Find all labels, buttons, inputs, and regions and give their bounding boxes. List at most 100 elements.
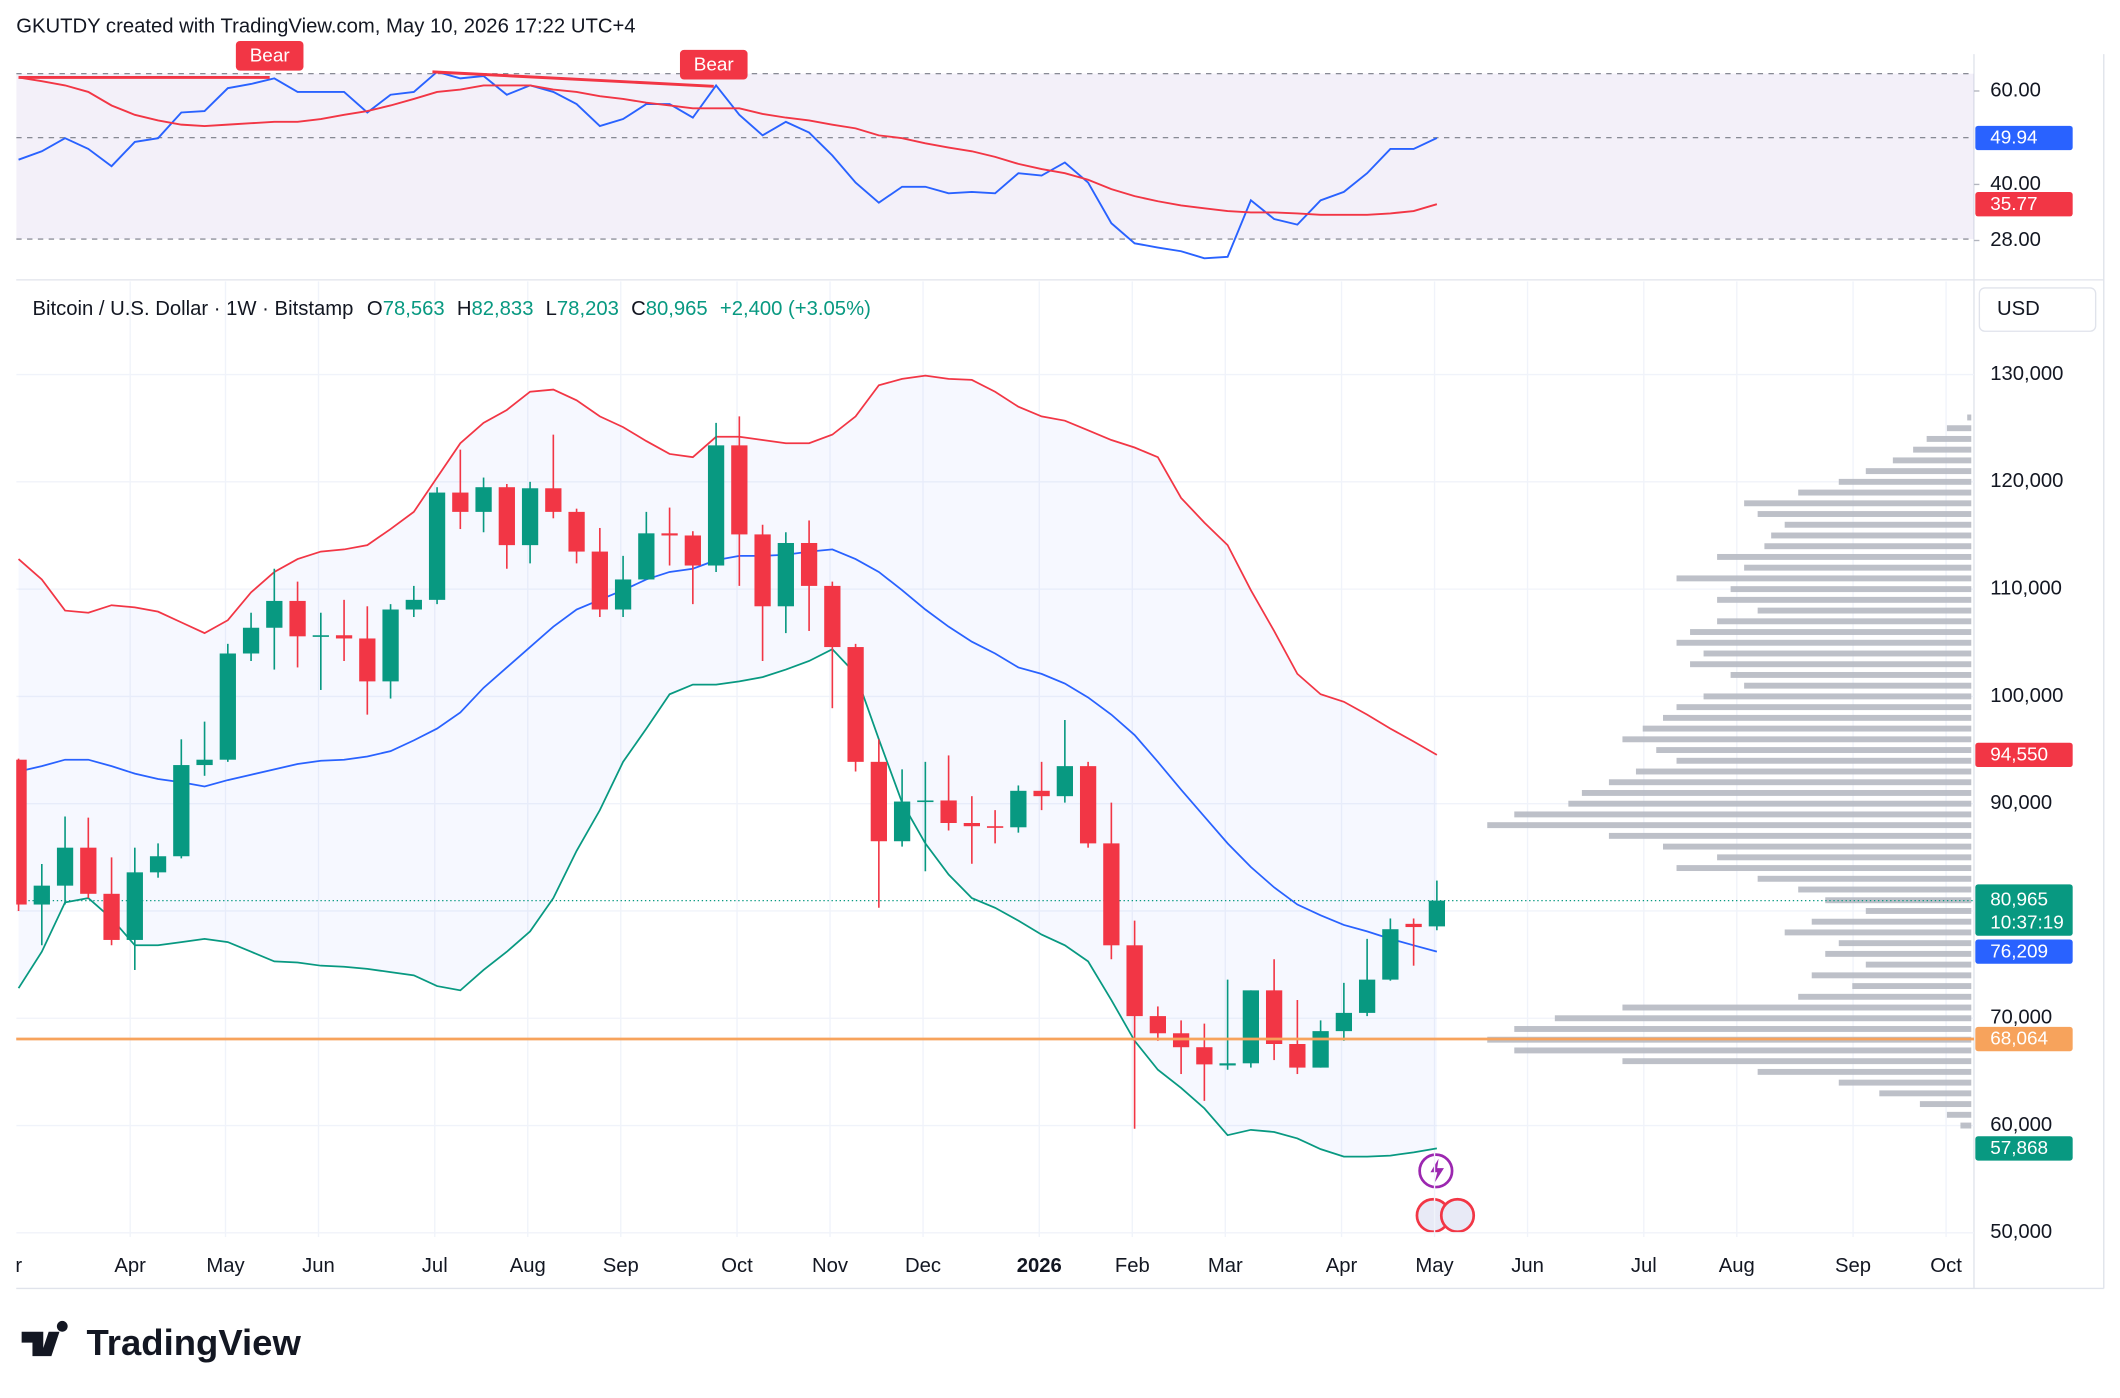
legend-key: O <box>367 298 383 320</box>
last-value-box <box>1975 939 2073 964</box>
volume-profile-bar <box>1622 736 1972 743</box>
x-tick-label: Jun <box>302 1255 335 1277</box>
x-tick-label: Oct <box>1930 1255 1962 1277</box>
candle-body <box>16 759 27 905</box>
candle-body <box>591 551 608 610</box>
band-line <box>17 374 1438 756</box>
currency-button[interactable] <box>1978 287 2097 332</box>
candle-body <box>1265 990 1283 1044</box>
y-tick-label: 28.00 <box>1990 229 2041 251</box>
candle-body <box>1010 790 1027 828</box>
volume-profile-bar <box>1514 1047 1972 1054</box>
volume-profile-bar <box>1892 457 1972 464</box>
last-value-label: 49.94 <box>1990 128 2037 149</box>
y-tick-label: 40.00 <box>1990 173 2041 195</box>
volume-profile-bar <box>1608 779 1972 786</box>
candle-body <box>1335 1012 1353 1032</box>
volume-profile-bar <box>1764 543 1972 550</box>
y-tick-label: 120,000 <box>1990 470 2063 492</box>
volume-profile-bar <box>1744 682 1972 689</box>
candle-body <box>312 635 329 637</box>
y-tick-label: 70,000 <box>1990 1007 2052 1029</box>
candle-body <box>1219 1063 1236 1066</box>
candle-body <box>963 822 980 827</box>
logo-mark <box>21 1320 68 1357</box>
countdown: 10:37:19 <box>1990 913 2064 934</box>
last-value-label: 68,064 <box>1990 1029 2048 1050</box>
candle-body <box>917 800 934 803</box>
band-line <box>18 548 1438 953</box>
y-tick-label: 130,000 <box>1990 363 2063 385</box>
annotation-label: Bear <box>250 45 290 66</box>
candle-body <box>1312 1031 1329 1068</box>
volume-profile-bar <box>1960 1122 1972 1129</box>
legend-change: +2,400 (+3.05%) <box>720 298 871 320</box>
volume-profile-bar <box>1514 1026 1972 1032</box>
legend-key: H <box>457 298 472 320</box>
band-fill <box>18 375 1437 1157</box>
y-tick-label: 110,000 <box>1990 577 2062 599</box>
volume-profile-bar <box>1717 553 1972 560</box>
y-tick-label: 50,000 <box>1990 1221 2052 1243</box>
rsi-pane <box>16 70 1974 260</box>
last-value-box <box>1975 1026 2073 1052</box>
candle-body <box>986 826 1004 828</box>
volume-profile-bar <box>1730 586 1972 593</box>
candle-body <box>1079 766 1097 844</box>
volume-profile-bar <box>1865 908 1972 914</box>
x-axis: Mar Apr May Jun Jul Aug Sep Oct Nov Dec 2026 Feb Mar… <box>0 1255 1962 1277</box>
last-price-label: 80,965 <box>1990 890 2048 911</box>
volume-profile-bar <box>1730 671 1972 678</box>
x-tick-label: Oct <box>721 1255 753 1277</box>
event-icon[interactable] <box>1439 1197 1476 1234</box>
x-tick-label: Apr <box>114 1255 146 1277</box>
currency: USD <box>1997 298 2040 320</box>
candle-body <box>614 579 632 610</box>
volume-profile-bar <box>1865 961 1972 968</box>
candle-body <box>428 492 446 600</box>
volume-profile-bar <box>1879 1090 1972 1097</box>
volume-profile-bar <box>1757 875 1972 882</box>
last-value-box <box>1975 1136 2073 1161</box>
x-tick-label: Aug <box>510 1255 546 1277</box>
volume-profile-bar <box>1717 854 1972 861</box>
candle-body <box>56 847 74 886</box>
candle-body <box>521 488 539 546</box>
volume-profile-bar <box>1757 1068 1972 1075</box>
last-value-label: 76,209 <box>1990 941 2048 962</box>
volume-profile-bar <box>1798 993 1972 1000</box>
candle-body <box>359 638 376 682</box>
candle-body <box>568 511 585 552</box>
volume-profile-bar <box>1838 478 1972 485</box>
volume-profile-bar <box>1676 639 1972 646</box>
x-tick-label: Feb <box>1115 1255 1150 1277</box>
candle-body <box>382 609 399 682</box>
legend-value: 78,203 <box>557 298 619 320</box>
candle-body <box>661 533 678 536</box>
volume-profile-bar <box>1865 468 1972 475</box>
candle-body <box>219 653 236 760</box>
candle-body <box>289 600 306 637</box>
rsi-line <box>18 70 1438 260</box>
last-value-label: 57,868 <box>1990 1138 2048 1159</box>
event-icon-glyph <box>1430 1158 1444 1184</box>
x-tick-label: Mar <box>0 1255 22 1277</box>
x-tick-label: Sep <box>603 1255 639 1277</box>
volume-profile-bar <box>1717 596 1972 603</box>
candle-body <box>103 893 120 940</box>
volume-profile-bar <box>1663 714 1972 721</box>
volume-profile-bar <box>1838 1079 1972 1086</box>
volume-profile-bar <box>1825 950 1972 957</box>
candle-body <box>173 765 190 857</box>
candle-body <box>707 445 725 566</box>
event-icons <box>1415 1153 1476 1234</box>
volume-profile-bar <box>1635 768 1972 775</box>
candle-body <box>335 635 353 639</box>
volume-profile-bar <box>1852 983 1972 990</box>
candle-body <box>452 492 469 512</box>
volume-profile-bar <box>1744 500 1972 507</box>
last-value-box <box>1975 125 2073 151</box>
annotation-label: Bear <box>694 54 734 75</box>
